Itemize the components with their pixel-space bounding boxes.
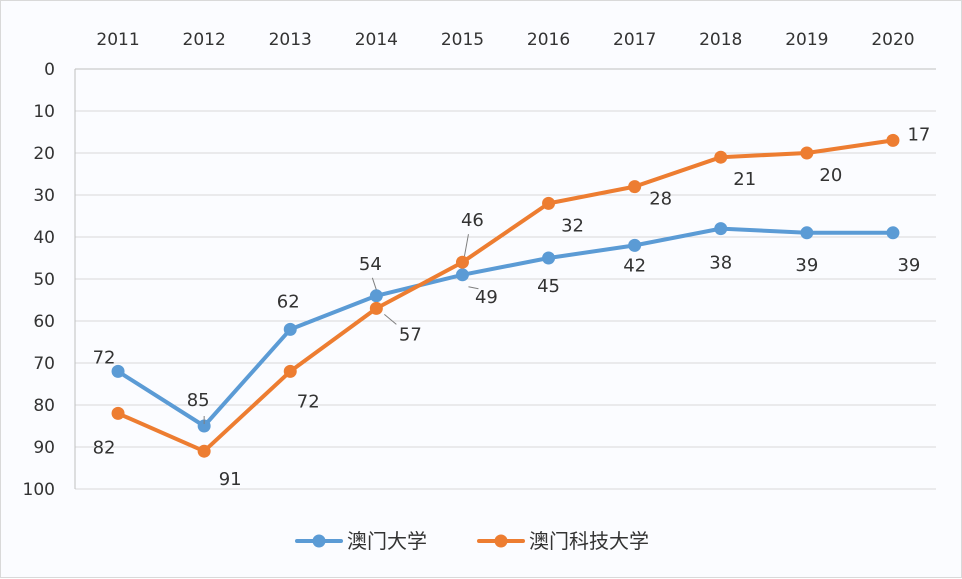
- x-tick-label: 2018: [699, 30, 742, 50]
- data-point: [542, 251, 556, 265]
- y-tick-label: 20: [33, 144, 55, 164]
- series-line-2: [116, 138, 895, 454]
- legend: 澳门大学 澳门科技大学: [295, 529, 649, 553]
- series-layer: [111, 133, 900, 458]
- data-point: [628, 238, 642, 252]
- data-label: 54: [359, 254, 382, 275]
- y-tick-labels: 0 10 20 30 40 50 60 70 80 90 100: [23, 60, 55, 500]
- data-label: 28: [649, 189, 672, 210]
- y-tick-label: 100: [23, 480, 55, 500]
- data-point: [369, 289, 383, 303]
- data-point: [800, 226, 814, 240]
- y-tick-label: 90: [33, 438, 55, 458]
- data-point: [369, 301, 383, 315]
- data-point: [111, 364, 125, 378]
- data-label: 82: [93, 437, 116, 458]
- data-point: [886, 226, 900, 240]
- leader-line: [468, 286, 479, 290]
- x-tick-label: 2015: [441, 30, 484, 50]
- data-point: [455, 268, 469, 282]
- data-point: [800, 146, 814, 160]
- data-label: 49: [475, 287, 498, 308]
- data-point: [714, 150, 728, 164]
- data-label: 17: [907, 124, 930, 145]
- y-tick-label: 10: [33, 102, 55, 122]
- x-tick-label: 2014: [355, 30, 398, 50]
- gridlines: [75, 110, 936, 490]
- data-label: 91: [219, 469, 242, 490]
- data-point: [283, 322, 297, 336]
- y-tick-label: 60: [33, 312, 55, 332]
- data-point: [455, 255, 469, 269]
- x-tick-label: 2013: [269, 30, 312, 50]
- data-point: [283, 364, 297, 378]
- data-label: 39: [897, 255, 920, 276]
- x-tick-label: 2016: [527, 30, 570, 50]
- data-labels: 72 85 62 54 49 45 42 38 39 39 82 91 72 57 46 32 28 21 20 17: [93, 124, 931, 490]
- leader-line: [463, 234, 469, 257]
- data-label: 21: [733, 169, 756, 190]
- data-point: [542, 196, 556, 210]
- data-label: 85: [187, 390, 210, 411]
- data-label: 72: [297, 391, 320, 412]
- data-point: [197, 444, 211, 458]
- data-label: 72: [93, 347, 116, 368]
- axes: [74, 68, 936, 489]
- data-label: 20: [819, 165, 842, 186]
- x-tick-label: 2017: [613, 30, 656, 50]
- y-tick-label: 50: [33, 270, 55, 290]
- x-tick-label: 2019: [785, 30, 828, 50]
- y-tick-label: 0: [44, 60, 55, 80]
- legend-marker: [494, 534, 508, 548]
- leader-line: [371, 277, 377, 290]
- data-label: 32: [561, 215, 584, 236]
- leader-line: [384, 314, 397, 325]
- y-tick-label: 30: [33, 186, 55, 206]
- data-label: 42: [623, 255, 646, 276]
- data-label: 46: [461, 210, 484, 231]
- x-tick-labels: 2011 2012 2013 2014 2015 2016 2017 2018 2019 2020: [96, 30, 914, 50]
- legend-label: 澳门大学: [347, 529, 427, 553]
- x-tick-label: 2011: [96, 30, 139, 50]
- data-point: [197, 419, 211, 433]
- legend-marker: [312, 534, 326, 548]
- data-point: [111, 406, 125, 420]
- data-label: 38: [709, 253, 732, 274]
- legend-label: 澳门科技大学: [529, 529, 649, 553]
- data-point: [628, 180, 642, 194]
- data-label: 45: [537, 276, 560, 297]
- data-point: [714, 222, 728, 236]
- y-tick-label: 70: [33, 354, 55, 374]
- data-label: 62: [277, 291, 300, 312]
- x-tick-label: 2012: [183, 30, 226, 50]
- data-label: 57: [399, 324, 422, 345]
- data-point: [886, 133, 900, 147]
- y-tick-label: 80: [33, 396, 55, 416]
- x-tick-label: 2020: [871, 30, 914, 50]
- y-tick-label: 40: [33, 228, 55, 248]
- data-label: 39: [795, 255, 818, 276]
- series-line-1: [116, 226, 895, 428]
